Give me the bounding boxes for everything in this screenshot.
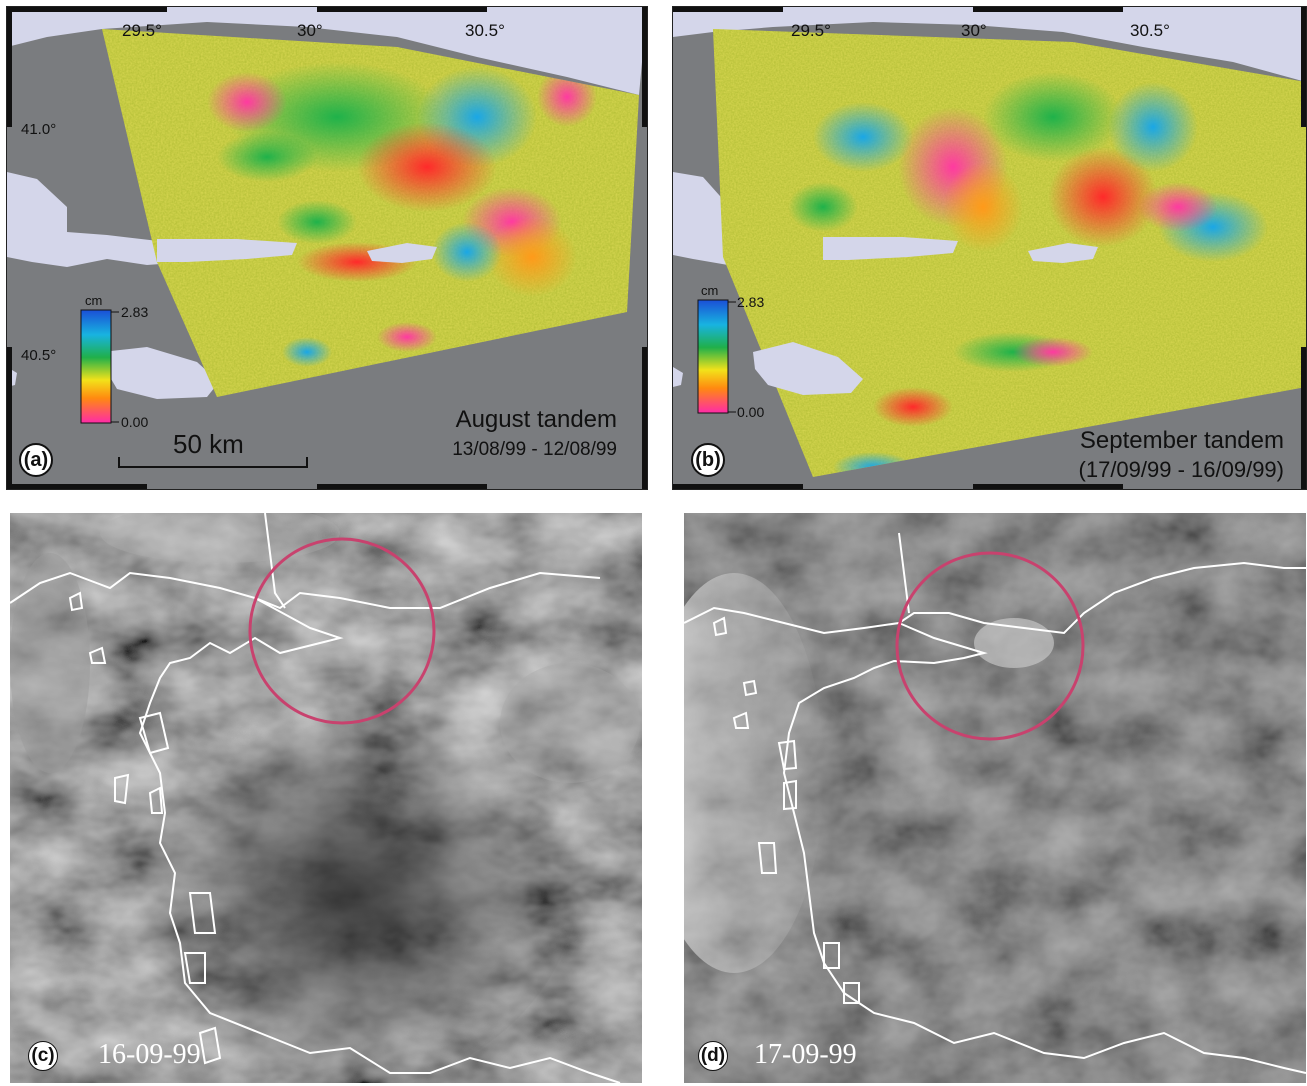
panel-letter-a: (a) [19, 443, 53, 477]
panel-letter-c: (c) [28, 1041, 58, 1071]
panel-letter-d: (d) [698, 1041, 728, 1071]
iznik-lake [102, 347, 219, 399]
lon-tick-29-5: 29.5° [791, 21, 831, 40]
lon-tick-30: 30° [961, 21, 987, 40]
colorbar-unit: cm [701, 283, 719, 298]
satellite-image-d [684, 513, 1306, 1083]
colorbar-a [80, 309, 112, 424]
lon-tick-30: 30° [297, 21, 323, 40]
scale-bar [118, 457, 308, 468]
colorbar-b [697, 299, 729, 414]
coastline [10, 571, 621, 1083]
colorbar-unit: cm [85, 293, 103, 308]
lat-tick-41: 41.0° [21, 121, 57, 138]
lon-tick-29-5: 29.5° [122, 21, 162, 40]
panel-title: September tandem [1079, 427, 1284, 454]
image-date: 16-09-99 [98, 1039, 201, 1070]
panel-title: August tandem [455, 406, 617, 433]
panel-dates: 13/08/99 - 12/08/99 [452, 439, 617, 460]
sapanca-lake [367, 243, 437, 263]
panel-dates: (17/09/99 - 16/09/99) [1078, 457, 1284, 482]
lat-tick-40-5: 40.5° [21, 347, 57, 364]
colorbar-min: 0.00 [121, 414, 149, 430]
insar-panel-a: 29.5° 30° 30.5° 41.0° 40.5° cm 2.83 0.00… [6, 6, 648, 490]
insar-panel-b: 29.5° 30° 30.5° cm 2.83 0.00 September t… [672, 6, 1307, 490]
image-date: 17-09-99 [754, 1039, 857, 1070]
satellite-image-c [10, 513, 642, 1083]
lon-tick-30-5: 30.5° [1130, 21, 1170, 40]
iznik-lake [753, 342, 863, 395]
interferogram-b [713, 29, 1306, 477]
coastline [684, 561, 1306, 1074]
sapanca-lake [1028, 243, 1098, 263]
scale-bar-label: 50 km [173, 429, 244, 459]
colorbar-min: 0.00 [737, 404, 765, 420]
lon-tick-30-5: 30.5° [465, 21, 505, 40]
satellite-panel-d: (d) 17-09-99 [684, 513, 1306, 1083]
highlight-circle [895, 551, 1085, 741]
panel-letter-b: (b) [691, 443, 725, 477]
colorbar-max: 2.83 [121, 304, 149, 320]
insar-map-b [673, 7, 1306, 489]
highlight-circle [248, 537, 436, 725]
black-sea [673, 7, 1306, 82]
insar-map-a [7, 7, 647, 489]
black-sea [7, 7, 647, 95]
satellite-panel-c: (c) 16-09-99 [10, 513, 642, 1083]
colorbar-max: 2.83 [737, 294, 765, 310]
